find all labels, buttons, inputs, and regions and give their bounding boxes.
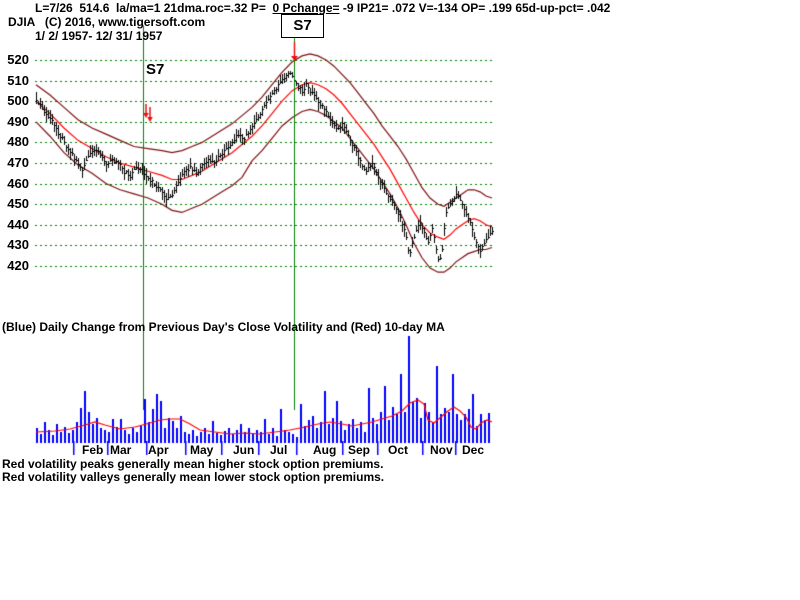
- y-axis-tick-label: 510: [7, 72, 29, 88]
- stats-post: -9 IP21= .072 V=-134 OP= .199 65d-up-pct…: [339, 1, 611, 15]
- month-label-may: May: [190, 443, 214, 457]
- month-label-feb: Feb: [82, 443, 104, 457]
- y-axis-tick-label: 500: [7, 93, 29, 109]
- s7-signal-boxed-label: S7: [281, 14, 324, 38]
- y-axis-tick-label: 520: [7, 52, 29, 67]
- y-axis-tick-label: 480: [7, 134, 29, 150]
- volatility-note-valleys: Red volatility valleys generally mean lo…: [2, 470, 385, 484]
- y-axis-tick-label: 420: [7, 258, 29, 273]
- y-axis-tick-label: 430: [7, 237, 29, 253]
- month-label-oct: Oct: [388, 443, 409, 457]
- indicator-stats-line: L=7/26 514.6 la/ma=1 21dma.roc=.32 P= 0 …: [35, 1, 610, 15]
- pchange-underlined: 0 Pchange=: [272, 1, 340, 15]
- month-label-jul: Jul: [270, 443, 288, 457]
- month-label-aug: Aug: [313, 443, 337, 457]
- volatility-note-peaks: Red volatility peaks generally mean high…: [2, 457, 384, 471]
- month-label-sep: Sep: [348, 443, 371, 457]
- s7-signal-inline-label: S7: [146, 61, 165, 78]
- month-label-jun: Jun: [233, 443, 255, 457]
- stats-pre: L=7/26 514.6 la/ma=1 21dma.roc=.32 P=: [35, 1, 273, 15]
- month-label-apr: Apr: [148, 443, 169, 457]
- month-label-mar: Mar: [110, 443, 132, 457]
- y-axis-tick-label: 440: [7, 216, 29, 232]
- y-axis-tick-label: 450: [7, 196, 29, 212]
- y-axis-tick-label: 490: [7, 113, 29, 129]
- month-label-nov: Nov: [430, 443, 453, 457]
- y-axis-tick-label: 470: [7, 155, 29, 170]
- volatility-pane-title: (Blue) Daily Change from Previous Day's …: [2, 320, 445, 334]
- symbol-and-copyright-line: DJIA (C) 2016, www.tigersoft.com: [8, 15, 206, 29]
- date-range-label: 1/ 2/ 1957- 12/ 31/ 1957: [35, 29, 163, 43]
- month-label-dec: Dec: [462, 443, 485, 457]
- y-axis-tick-label: 460: [7, 175, 29, 191]
